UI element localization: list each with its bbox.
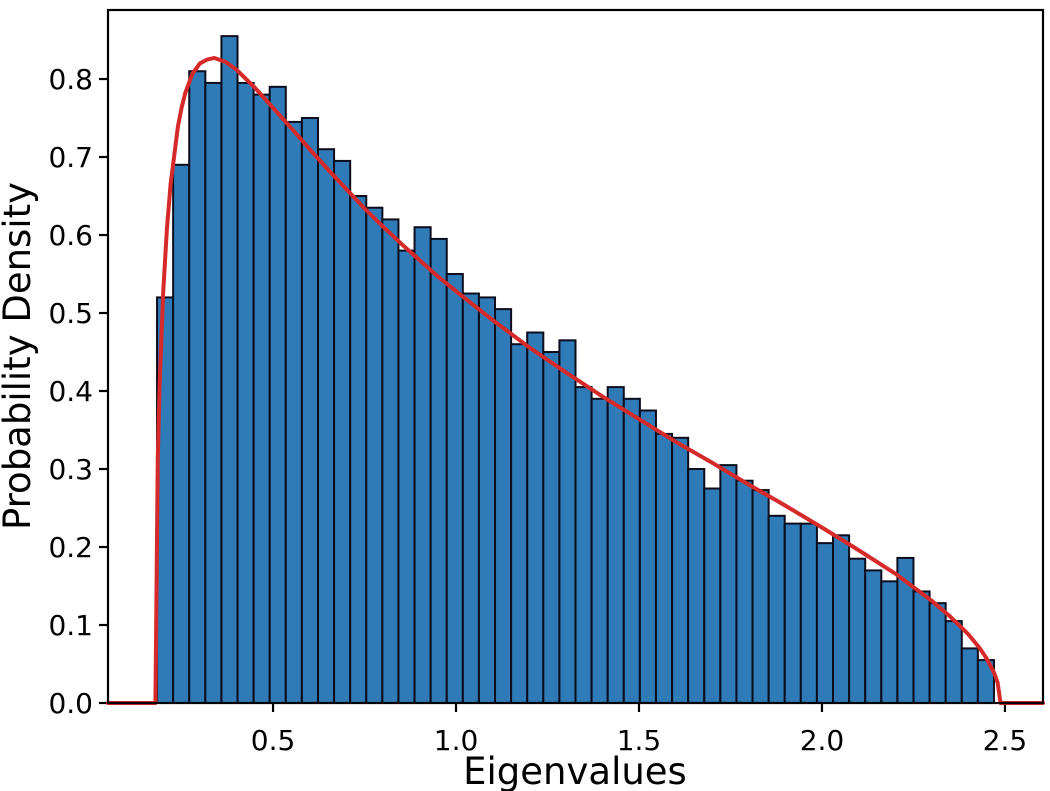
histogram-bar [252,93,271,704]
histogram-bar [848,557,867,705]
histogram-bar [654,432,674,704]
y-tick-label: 0.7 [48,141,93,174]
histogram-bar [526,331,545,704]
histogram-bar [574,386,593,704]
histogram-bar [542,351,561,704]
histogram-bar [397,249,416,704]
histogram-bar [703,487,722,705]
y-tick-label: 0.2 [48,531,93,564]
fit-curve [106,55,1045,705]
histogram-bar [349,195,368,705]
histogram-bar [220,35,239,704]
histogram-bar [284,120,303,705]
histogram-bar [960,647,979,705]
histogram-bar [719,464,738,704]
histogram-bar [687,468,706,705]
histogram-bar [333,159,352,705]
y-axis-label: Probability Density [0,182,39,530]
histogram-bar [880,580,899,705]
histogram-bar [494,308,513,704]
histogram-bar [268,85,287,704]
y-tick-label: 0.5 [48,297,93,330]
y-tick-label: 0.8 [48,63,93,96]
histogram-bar [381,218,400,704]
histogram-bar [510,343,529,704]
y-tick-label: 0.3 [48,453,93,486]
histogram-bar [815,542,835,704]
x-tick-label: 2.0 [800,724,845,757]
histogram-bar [236,81,255,705]
x-tick-label: 1.5 [617,724,662,757]
histogram-bar [832,534,851,704]
histogram-bar [558,339,577,704]
x-tick-label: 0.5 [251,724,296,757]
histogram-bar [671,436,690,704]
histogram-bar [413,226,432,704]
histogram-bar [735,479,754,704]
histogram-bar [864,569,883,704]
y-tick-label: 0.1 [48,609,93,642]
histogram-bar [590,397,609,704]
axes-spines [106,8,1045,705]
y-tick-label: 0.0 [48,687,93,720]
histogram-bar [429,237,448,704]
histogram-bar [172,163,191,704]
histogram-bar [944,620,963,704]
histogram-bar [477,296,497,704]
y-tick-label: 0.6 [48,219,93,252]
x-tick-label: 2.5 [983,724,1028,757]
histogram-bar [767,514,786,704]
y-tick-label: 0.4 [48,375,93,408]
x-tick-label: 1.0 [434,724,479,757]
histogram-bar [365,206,384,704]
histogram-bar [606,386,625,704]
histogram-bar [783,522,802,704]
histogram-bar [799,522,818,704]
x-axis-label: Eigenvalues [463,750,687,791]
histogram-bar [638,409,657,704]
histogram-bar [204,81,223,705]
histogram-bar [912,590,931,705]
y-axis-ticks: 0.0 0.1 0.2 0.3 0.4 0.5 0.6 0.7 0.8 [48,63,108,720]
histogram-bar [300,117,319,704]
histogram-bar [751,489,770,704]
histogram-bar [928,602,947,704]
histogram-bar [188,70,207,705]
histogram-bar [622,397,641,704]
x-axis-ticks: 0.5 1.0 1.5 2.0 2.5 [251,703,1027,757]
histogram-bar [445,273,464,704]
histogram-bar [461,292,480,704]
histogram-bar [316,148,336,705]
